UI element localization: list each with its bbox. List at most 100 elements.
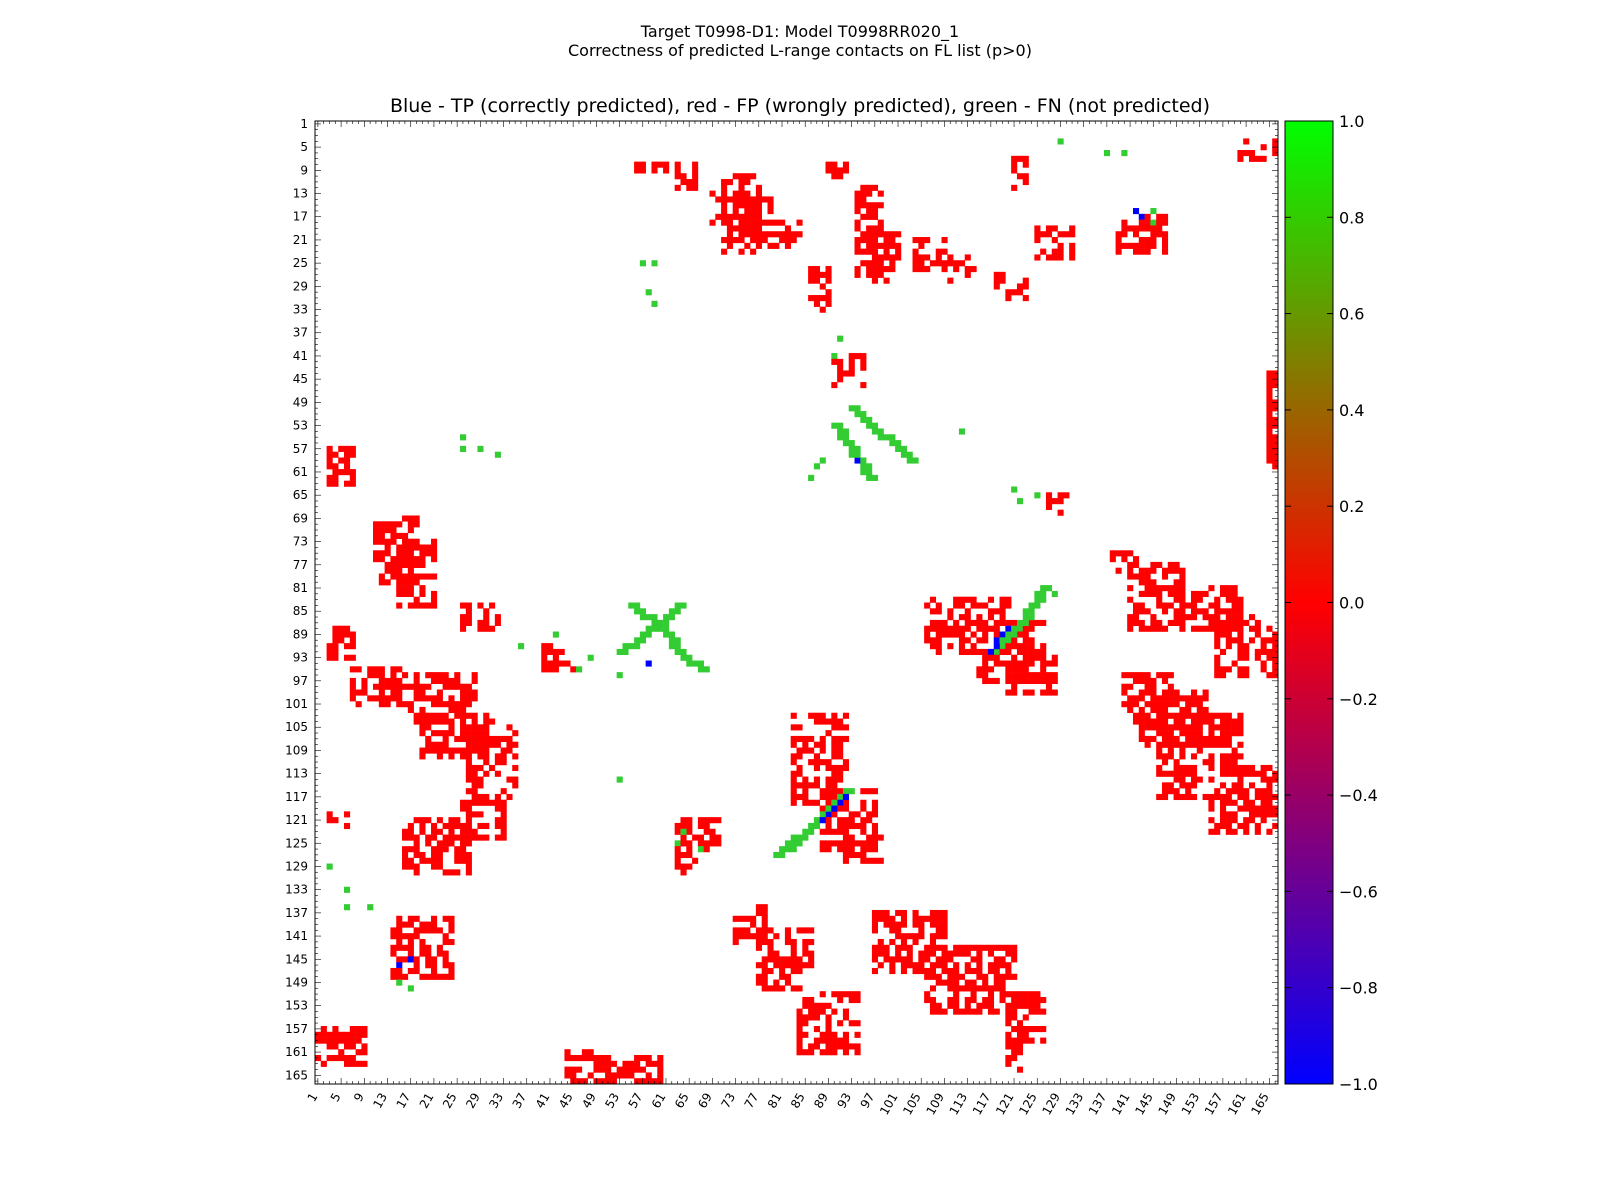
fp-contact-cell <box>361 1025 368 1033</box>
fp-contact-cell <box>1254 811 1261 818</box>
fp-contact-cell <box>663 167 670 174</box>
fp-contact-cell <box>837 753 844 760</box>
fp-contact-cell <box>1150 701 1157 708</box>
fp-contact-cell <box>999 596 1006 603</box>
fp-contact-cell <box>1173 608 1180 615</box>
fn-contact-cell <box>1011 625 1018 632</box>
fp-contact-cell <box>1132 614 1140 621</box>
fp-contact-cell <box>1028 648 1035 656</box>
fp-contact-cell <box>407 567 414 574</box>
fp-contact-cell <box>860 260 867 267</box>
fp-contact-cell <box>477 730 484 737</box>
fp-contact-cell <box>1248 770 1256 777</box>
fp-contact-cell <box>413 718 420 725</box>
fp-contact-cell <box>1138 695 1145 702</box>
fp-contact-cell <box>344 457 351 464</box>
fp-contact-cell <box>813 799 820 806</box>
fp-contact-cell <box>877 242 884 249</box>
fp-contact-cell <box>1190 614 1198 621</box>
fp-contact-cell <box>906 956 913 963</box>
fp-contact-cell <box>819 1037 826 1044</box>
fp-contact-cell <box>1231 764 1238 772</box>
fp-contact-cell <box>396 921 403 928</box>
fp-contact-cell <box>332 474 339 481</box>
fp-contact-cell <box>344 631 351 638</box>
fp-contact-cell <box>373 556 380 563</box>
fp-contact-cell <box>842 1049 850 1056</box>
fp-contact-cell <box>547 660 554 667</box>
fp-contact-cell <box>1202 793 1209 801</box>
fp-contact-cell <box>1005 1031 1012 1038</box>
fp-contact-cell <box>848 370 855 377</box>
fp-contact-cell <box>1016 648 1024 656</box>
fp-contact-cell <box>889 915 896 922</box>
fp-contact-cell <box>674 173 681 180</box>
x-tick-label: 65 <box>672 1091 692 1111</box>
fp-contact-cell <box>1237 643 1244 650</box>
fp-contact-cell <box>964 596 971 603</box>
fp-contact-cell <box>825 764 832 772</box>
fp-contact-cell <box>993 625 1000 632</box>
fp-contact-cell <box>390 672 397 679</box>
fp-contact-cell <box>755 933 762 940</box>
fp-contact-cell <box>431 967 438 975</box>
fp-contact-cell <box>651 167 658 174</box>
fp-contact-cell <box>465 840 472 847</box>
fp-contact-cell <box>929 608 937 615</box>
fp-contact-cell <box>1057 498 1064 505</box>
fp-contact-cell <box>1127 573 1134 580</box>
fp-contact-cell <box>1016 1037 1024 1044</box>
fp-contact-cell <box>460 683 467 690</box>
fp-contact-cell <box>1121 556 1128 563</box>
fp-contact-cell <box>895 248 902 255</box>
fp-contact-cell <box>1179 567 1186 574</box>
fp-contact-cell <box>906 950 913 957</box>
fn-contact-cell <box>813 463 820 470</box>
fp-contact-cell <box>471 799 478 806</box>
fp-contact-cell <box>425 741 432 748</box>
fp-contact-cell <box>512 776 519 783</box>
fp-contact-cell <box>1011 683 1018 690</box>
fp-contact-cell <box>1138 219 1145 226</box>
fp-contact-cell <box>999 979 1006 986</box>
fn-contact-cell <box>889 434 896 441</box>
fp-contact-cell <box>407 521 414 528</box>
fp-contact-cell <box>790 950 797 957</box>
fp-contact-cell <box>663 161 670 168</box>
fp-contact-cell <box>431 544 438 551</box>
fp-contact-cell <box>1185 706 1192 714</box>
fp-contact-cell <box>935 979 942 986</box>
fp-contact-cell <box>813 776 820 783</box>
fp-contact-cell <box>790 985 797 992</box>
fn-contact-cell <box>871 422 879 429</box>
fp-contact-cell <box>1231 590 1238 597</box>
fp-contact-cell <box>1243 770 1250 777</box>
fp-contact-cell <box>871 956 879 963</box>
fp-contact-cell <box>964 950 971 957</box>
fp-contact-cell <box>1214 614 1221 621</box>
fn-contact-cell <box>639 637 646 644</box>
fp-contact-cell <box>1196 735 1203 743</box>
fp-contact-cell <box>883 231 890 238</box>
fn-contact-cell <box>668 637 675 644</box>
fp-contact-cell <box>489 799 496 806</box>
fp-contact-cell <box>1266 672 1273 679</box>
fp-contact-cell <box>854 248 861 255</box>
fp-contact-cell <box>906 933 913 940</box>
x-tick-label: 121 <box>993 1091 1017 1118</box>
fp-contact-cell <box>982 625 989 632</box>
fp-contact-cell <box>790 944 797 951</box>
fp-contact-cell <box>355 1025 362 1033</box>
y-tick-label: 13 <box>293 187 308 201</box>
fp-contact-cell <box>483 718 490 725</box>
fp-contact-cell <box>924 915 931 922</box>
fn-contact-cell <box>790 840 797 847</box>
fp-contact-cell <box>732 173 739 180</box>
fn-contact-cell <box>1150 208 1157 215</box>
fp-contact-cell <box>790 956 797 963</box>
fp-contact-cell <box>1266 399 1273 406</box>
fp-contact-cell <box>1167 770 1174 777</box>
fp-contact-cell <box>964 619 971 626</box>
fp-contact-cell <box>947 1002 954 1009</box>
fn-contact-cell <box>848 788 855 795</box>
